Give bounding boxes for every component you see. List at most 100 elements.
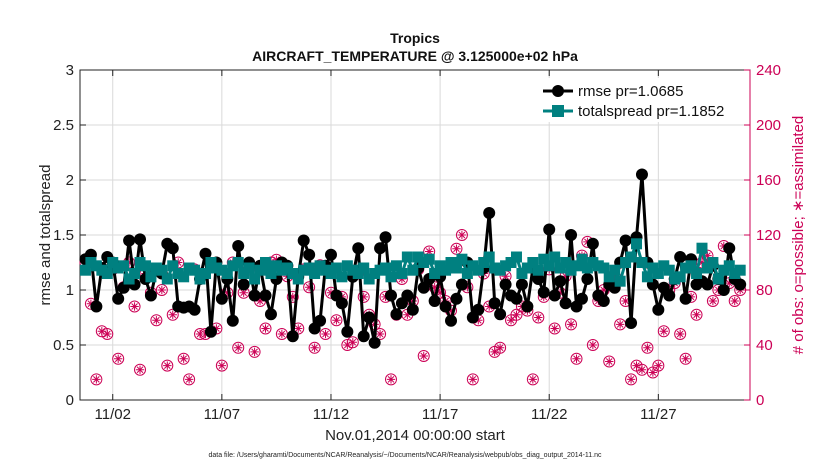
totalspread-point — [199, 268, 211, 279]
asterisk-stroke — [453, 245, 460, 253]
totalspread-point — [336, 271, 348, 283]
rmse-point — [521, 300, 534, 313]
rmse-point — [134, 233, 147, 246]
rmse-point — [515, 278, 528, 291]
asterisk-stroke — [627, 376, 635, 383]
rmse-point — [357, 330, 370, 343]
asterisk-stroke — [344, 341, 351, 349]
asterisk-stroke — [660, 327, 668, 335]
obs-assimilated-point — [621, 296, 630, 306]
obs-possible-point — [548, 322, 561, 335]
obs-assimilated-point — [386, 375, 396, 384]
obs-assimilated-point — [675, 329, 685, 339]
asterisk-stroke — [311, 344, 318, 352]
rmse-point — [428, 295, 441, 307]
asterisk-stroke — [491, 348, 498, 356]
asterisk-stroke — [551, 325, 558, 332]
totalspread-point — [330, 262, 342, 274]
rmse-point — [510, 292, 523, 305]
asterisk-stroke — [163, 362, 171, 369]
asterisk-stroke — [605, 358, 613, 365]
obs-assimilated-point — [103, 329, 112, 339]
rmse-point — [324, 248, 337, 261]
obs-assimilated-point — [495, 343, 505, 352]
asterisk-stroke — [589, 341, 597, 349]
obs-possible-point — [690, 308, 703, 321]
obs-possible-point — [248, 345, 261, 358]
obs-assimilated-point — [217, 361, 227, 370]
totalspread-point — [723, 260, 735, 272]
y-tick-label: 1 — [66, 282, 74, 299]
rmse-point — [188, 303, 201, 316]
asterisk-stroke — [218, 362, 226, 369]
obs-assimilated-point — [512, 310, 521, 319]
totalspread-point — [549, 251, 561, 263]
obs-possible-point — [466, 373, 479, 386]
rmse-point — [112, 292, 125, 305]
y-tick-label: 0 — [66, 392, 74, 409]
obs-assimilated-point — [457, 230, 467, 240]
obs-possible-point — [303, 281, 316, 294]
rmse-point — [379, 231, 392, 244]
totalspread-point — [696, 242, 708, 254]
asterisk-stroke — [567, 321, 575, 328]
asterisk-stroke — [333, 316, 340, 324]
obs-possible-point — [259, 322, 272, 335]
obs-possible-point — [177, 352, 190, 365]
rmse-point — [303, 248, 316, 261]
legend-rmse-label: rmse pr=1.0685 — [578, 83, 683, 100]
obs-assimilated-point — [419, 351, 428, 361]
asterisk-stroke — [731, 297, 739, 305]
asterisk-stroke — [114, 355, 122, 363]
legend-totalspread-marker — [552, 105, 564, 117]
rmse-point — [499, 278, 512, 291]
asterisk-stroke — [196, 330, 204, 338]
rmse-point — [237, 278, 250, 291]
legend-box — [540, 78, 745, 122]
rmse-point — [215, 292, 228, 305]
rmse-point — [543, 223, 556, 236]
x-axis-label: Nov.01,2014 00:00:00 start — [325, 427, 506, 444]
legend-rmse-marker — [552, 85, 564, 97]
totalspread-point — [167, 260, 179, 272]
y-tick-label: 3 — [66, 62, 74, 79]
totalspread-point — [576, 253, 588, 265]
rmse-point — [144, 289, 157, 302]
asterisk-stroke — [322, 330, 329, 338]
obs-possible-point — [657, 325, 670, 338]
totalspread-point — [685, 260, 697, 272]
obs-assimilated-point — [730, 296, 739, 306]
y-right-tick-label: 80 — [756, 282, 773, 299]
rmse-point — [232, 240, 245, 252]
obs-assimilated-point — [588, 340, 598, 350]
asterisk-stroke — [93, 376, 100, 383]
totalspread-point — [429, 268, 441, 279]
totalspread-point — [396, 268, 408, 279]
obs-assimilated-point — [250, 347, 259, 357]
rmse-point — [384, 289, 397, 302]
rmse-point — [439, 300, 452, 313]
asterisk-stroke — [180, 355, 187, 363]
rmse-point — [679, 292, 692, 305]
rmse-point — [701, 278, 714, 291]
totalspread-point — [380, 262, 392, 274]
asterisk-stroke — [103, 330, 111, 338]
obs-assimilated-point — [135, 365, 145, 374]
rmse-point — [199, 247, 212, 260]
rmse-point — [335, 297, 348, 310]
y-tick-label: 1.5 — [53, 227, 74, 244]
obs-possible-point — [706, 295, 719, 307]
obs-possible-point — [90, 373, 103, 386]
asterisk-stroke — [622, 297, 629, 305]
obs-possible-point — [510, 308, 523, 321]
rmse-point — [450, 292, 463, 305]
asterisk-stroke — [420, 352, 428, 360]
totalspread-point — [625, 251, 637, 263]
rmse-point — [363, 311, 376, 324]
axes-layer: 11/02 11/07 11/12 11/17 11/22 11/27 0 0.5 1 1.5 2 2… — [53, 62, 781, 423]
rmse-point — [494, 308, 507, 321]
obs-assimilated-point — [375, 329, 385, 339]
obs-possible-point — [434, 286, 447, 299]
obs-assimilated-point — [468, 375, 478, 384]
totalspread-point — [254, 264, 266, 276]
